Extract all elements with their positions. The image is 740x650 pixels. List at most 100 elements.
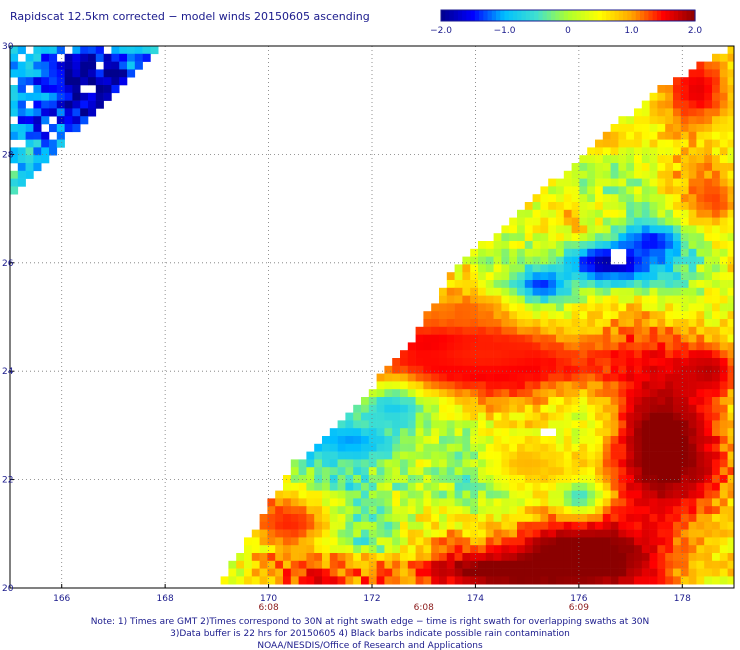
heatmap-cell [665,202,674,211]
heatmap-cell [485,373,494,382]
heatmap-cell [665,116,674,125]
heatmap-cell [618,506,627,515]
colorbar-cell [584,10,590,21]
heatmap-cell [556,319,565,328]
heatmap-cell [641,155,650,164]
heatmap-cell [563,358,572,367]
heatmap-cell [33,92,42,101]
heatmap-cell [462,287,471,296]
heatmap-cell [579,381,588,390]
heatmap-cell [579,397,588,406]
heatmap-cell [602,514,611,523]
heatmap-cell [431,428,440,437]
heatmap-cell [673,77,682,86]
heatmap-cell [49,46,58,55]
heatmap-cell [524,334,533,343]
heatmap-cell [470,506,479,515]
heatmap-cell [727,225,734,234]
heatmap-cell [517,217,526,226]
heatmap-cell [595,217,604,226]
heatmap-cell [478,264,487,273]
heatmap-cell [548,358,557,367]
colorbar-cell [572,10,578,21]
colorbar-cell [682,10,688,21]
heatmap-cell [407,560,416,569]
heatmap-cell [400,358,409,367]
heatmap-cell [587,295,596,304]
heatmap-cell [673,350,682,359]
heatmap-cell [634,186,643,195]
heatmap-cell [610,233,619,242]
heatmap-cell [392,381,401,390]
heatmap-cell [563,389,572,398]
heatmap-cell [704,404,713,413]
heatmap-cell [657,303,666,312]
heatmap-cell [563,514,572,523]
heatmap-cell [571,178,580,187]
heatmap-cell [283,498,292,507]
heatmap-cell [470,545,479,554]
heatmap-cell [602,498,611,507]
heatmap-cell [618,475,627,484]
heatmap-cell [485,467,494,476]
heatmap-cell [727,77,734,86]
heatmap-cell [540,514,549,523]
heatmap-cell [329,529,338,538]
heatmap-cell [602,373,611,382]
heatmap-cell [548,545,557,554]
heatmap-cell [571,287,580,296]
heatmap-cell [602,475,611,484]
heatmap-cell [602,186,611,195]
heatmap-cell [696,358,705,367]
heatmap-cell [719,475,728,484]
heatmap-cell [688,412,697,421]
heatmap-cell [548,287,557,296]
heatmap-cell [454,475,463,484]
heatmap-cell [587,553,596,562]
heatmap-cell [439,560,448,569]
heatmap-cell [673,295,682,304]
heatmap-cell [462,412,471,421]
heatmap-cell [719,334,728,343]
heatmap-cell [478,256,487,265]
heatmap-cell [727,147,734,156]
heatmap-cell [626,147,635,156]
heatmap-cell [517,459,526,468]
heatmap-cell [556,537,565,546]
heatmap-cell [626,233,635,242]
heatmap-cell [688,389,697,398]
heatmap-cell [571,358,580,367]
heatmap-cell [688,92,697,101]
heatmap-cell [696,537,705,546]
heatmap-cell [524,326,533,335]
heatmap-cell [712,303,721,312]
heatmap-cell [470,420,479,429]
heatmap-cell [579,498,588,507]
heatmap-cell [727,155,734,164]
heatmap-cell [673,358,682,367]
x-tick-label: 174 [467,594,484,604]
heatmap-cell [485,248,494,257]
heatmap-cell [80,46,89,55]
colorbar-cell [665,10,671,21]
heatmap-cell [626,365,635,374]
heatmap-cell [540,404,549,413]
heatmap-cell [563,303,572,312]
heatmap-cell [540,256,549,265]
heatmap-cell [579,225,588,234]
heatmap-cell [283,545,292,554]
heatmap-cell [719,490,728,499]
heatmap-cell [41,139,50,148]
heatmap-cell [649,514,658,523]
heatmap-cell [548,381,557,390]
heatmap-cell [602,467,611,476]
heatmap-cell [618,178,627,187]
heatmap-cell [298,459,307,468]
heatmap-cell [579,209,588,218]
note-line-3: NOAA/NESDIS/Office of Research and Appli… [257,641,483,650]
heatmap-cell [345,420,354,429]
heatmap-cell [524,311,533,320]
heatmap-cell [322,521,331,530]
colorbar-cell [614,10,620,21]
heatmap-cell [696,194,705,203]
